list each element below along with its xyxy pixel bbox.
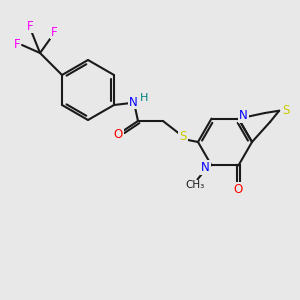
Text: N: N: [239, 109, 248, 122]
Text: F: F: [27, 20, 33, 32]
Text: CH₃: CH₃: [186, 180, 205, 190]
Text: O: O: [113, 128, 123, 142]
Text: F: F: [51, 26, 57, 38]
Text: H: H: [140, 93, 148, 103]
Text: S: S: [283, 104, 290, 117]
Text: N: N: [201, 161, 210, 174]
Text: O: O: [234, 183, 243, 196]
Text: S: S: [179, 130, 187, 143]
Text: F: F: [14, 38, 20, 50]
Text: N: N: [129, 95, 137, 109]
